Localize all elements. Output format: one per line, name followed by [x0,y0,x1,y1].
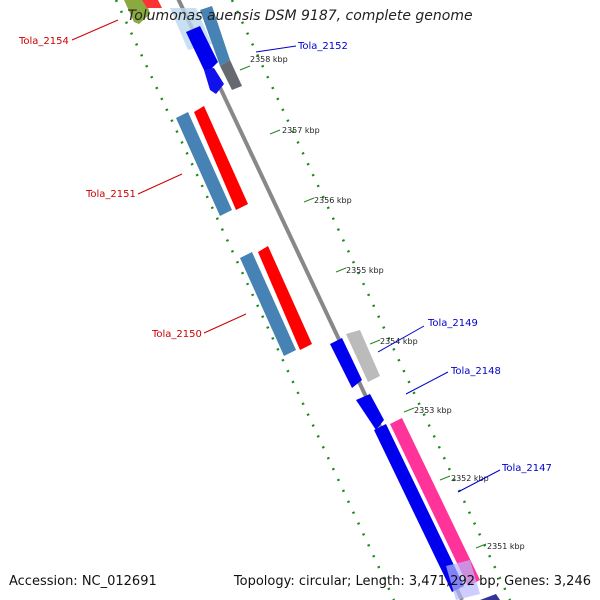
feature-tola-2154-olive [124,0,150,24]
tick-label-2354: 2354 kbp [380,337,418,346]
gc-track-inner [114,0,396,600]
gene-label-tola-2152[interactable]: Tola_2152 [297,41,348,52]
feature-tola-2152-steel [200,6,230,66]
feature-tola-2148-blue [356,394,384,430]
tick-label-2351: 2351 kbp [487,542,525,551]
gene-label-tola-2154[interactable]: Tola_2154 [18,36,69,47]
feature-tola-2147-pink [390,418,480,586]
gene-label-tola-2149[interactable]: Tola_2149 [427,318,478,329]
leader-tola-2152 [255,45,297,53]
gc-track-outer [230,0,512,600]
feature-tola-2149-blue [330,338,362,388]
feature-tola-2152-blue-arrow [204,68,224,94]
gene-label-tola-2148[interactable]: Tola_2148 [450,366,501,377]
feature-tola-2152-gray [220,60,242,90]
feature-tola-2149-gray [346,330,380,382]
tick-mark [439,475,451,481]
feature-tola-2150-red [258,246,312,350]
feature-bottom-lavender [446,560,480,600]
leader-tola-2154 [71,19,119,41]
gene-label-tola-2151[interactable]: Tola_2151 [85,189,136,200]
tick-label-2353: 2353 kbp [414,406,452,415]
tick-mark [475,543,487,549]
tick-label-2355: 2355 kbp [346,266,384,275]
tick-label-2357: 2357 kbp [282,126,320,135]
tick-mark [335,267,347,273]
gene-label-tola-2150[interactable]: Tola_2150 [151,329,202,340]
feature-tola-2151-red [194,106,248,210]
leader-tola-2150 [203,313,247,334]
gene-label-tola-2147[interactable]: Tola_2147 [501,463,552,474]
tick-mark [403,407,415,413]
tick-label-2352: 2352 kbp [451,474,489,483]
tick-mark [269,129,281,135]
feature-tola-2151-steel [176,112,232,216]
feature-bottom-navy [480,594,500,600]
accession-text: Accession: NC_012691 [9,574,157,589]
genome-summary-text: Topology: circular; Length: 3,471,292 bp… [233,574,591,589]
tick-mark [303,197,315,203]
feature-tola-2150-steel [240,252,296,356]
tick-label-2358: 2358 kbp [250,55,288,64]
feature-tola-2152-blue [186,26,218,70]
tick-mark [369,339,381,345]
tick-mark [239,65,251,71]
leader-tola-2151 [137,173,183,195]
leader-tola-2148 [405,371,449,395]
feature-tola-2147-blue [374,424,464,592]
tick-label-2356: 2356 kbp [314,196,352,205]
leader-tola-2147 [457,469,501,493]
leader-tola-2149 [377,325,425,353]
feature-tola-2154-red [142,0,162,8]
map-title: Tolumonas auensis DSM 9187, complete gen… [127,8,473,24]
